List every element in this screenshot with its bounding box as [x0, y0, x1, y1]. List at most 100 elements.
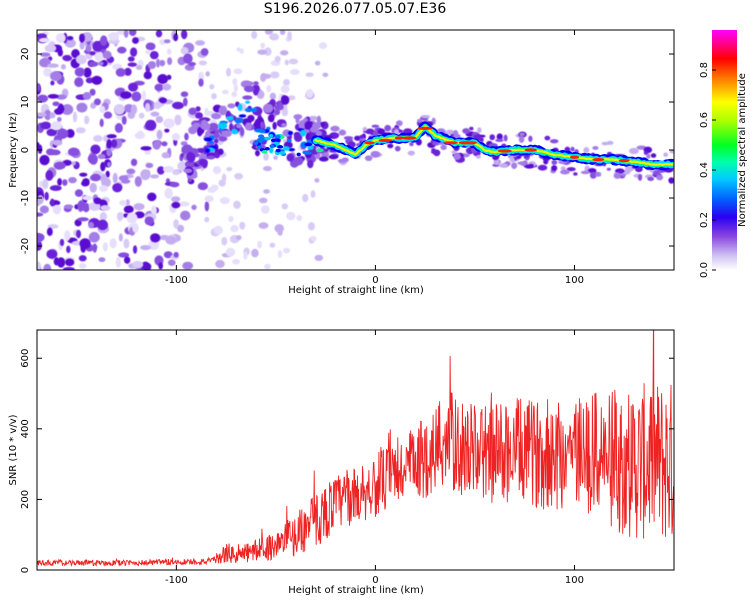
spectrogram-noise-blob: [314, 254, 324, 261]
spectrogram-noise-blob: [64, 230, 71, 242]
spectrogram-noise-blob: [221, 236, 228, 246]
spectrogram-halo-blob: [384, 124, 392, 132]
spectrogram-signal-blob: [221, 130, 232, 138]
ridge-cluster-blob: [270, 138, 276, 143]
spectrogram-noise-blob: [289, 69, 300, 75]
spectrogram-noise-blob: [262, 165, 272, 172]
spectrogram-noise-blob: [77, 217, 89, 222]
spectrogram-noise-blob: [173, 251, 179, 258]
spectrogram-noise-blob: [39, 205, 49, 214]
spectrogram-halo-blob: [601, 141, 609, 146]
spectrogram-noise-blob: [228, 215, 234, 223]
spectrogram-signal-blob: [185, 161, 196, 168]
spectrogram-noise-blob: [43, 263, 52, 270]
spectrogram-noise-blob: [302, 193, 309, 203]
spectrogram-noise-blob: [123, 30, 129, 38]
colorbar-ticks: 0.0 0.2 0.4 0.6 0.8: [699, 62, 716, 278]
spectrogram-noise-blob: [78, 263, 87, 269]
spectrogram-halo-blob: [606, 167, 611, 171]
ridge-cluster-blob: [264, 146, 270, 151]
spectrogram-noise-blob: [165, 235, 177, 245]
spectrogram-noise-blob: [66, 36, 74, 41]
spectrogram-noise-blob: [182, 97, 188, 107]
spectrogram-noise-blob: [283, 78, 290, 86]
spectrogram-noise-blob: [57, 116, 62, 122]
spectrogram-noise-blob: [77, 200, 86, 212]
spectrogram-signal-blob: [307, 159, 314, 169]
spectrogram-noise-blob: [108, 32, 120, 41]
spectrogram-bright-blob: [244, 107, 252, 113]
spectrogram-noise-blob: [172, 169, 180, 176]
spectrogram-noise-blob: [132, 245, 138, 254]
spectrogram-halo-blob: [503, 134, 508, 142]
spectrogram-noise-blob: [49, 112, 56, 119]
spectrogram-halo-blob: [453, 153, 461, 160]
spectrogram-noise-blob: [62, 267, 75, 270]
spectrogram-noise-blob: [62, 54, 73, 62]
spectrogram-halo-blob: [511, 162, 518, 169]
spectrogram-halo-blob: [517, 161, 526, 165]
spectrogram-bright-blob: [300, 129, 307, 137]
spectrogram-noise-blob: [108, 39, 120, 45]
spectrogram-noise-blob: [218, 179, 226, 187]
spectrogram-halo-blob: [409, 142, 414, 147]
ridge-cluster-blob: [269, 144, 275, 149]
spectrogram-noise-blob: [288, 58, 299, 65]
spectrogram-noise-blob: [188, 107, 197, 115]
spectrogram-noise-blob: [171, 133, 181, 141]
spectrogram-noise-blob: [75, 54, 87, 65]
ridge-cluster-blob: [304, 142, 313, 147]
spectrogram-noise-blob: [164, 128, 170, 133]
spectrogram-signal-blob: [198, 158, 208, 166]
spectrogram-noise-blob: [195, 40, 206, 46]
spectrogram-noise-blob: [128, 30, 137, 37]
spectrogram-noise-blob: [97, 153, 106, 160]
ridge-hot-spot: [524, 148, 537, 152]
spectrogram-noise-blob: [106, 148, 112, 157]
spectrogram-halo-blob: [580, 170, 591, 175]
spectrogram-noise-blob: [106, 134, 117, 139]
chart-title: S196.2026.077.05.07.E36: [263, 1, 447, 17]
spectrogram-halo-blob: [656, 174, 664, 181]
spectrogram-halo-blob: [560, 166, 566, 171]
ridge-cluster-blob: [253, 141, 259, 146]
spectrogram-halo-blob: [421, 114, 431, 119]
spectrogram-noise-blob: [127, 56, 135, 62]
spectrogram-signal-blob: [200, 122, 211, 131]
spectrogram-noise-blob: [91, 75, 103, 85]
spectrogram-halo-blob: [338, 129, 347, 136]
ridge-cluster-blob: [286, 138, 292, 143]
spectrogram-noise-blob: [120, 91, 132, 99]
spectrogram-halo-blob: [364, 155, 373, 162]
spectrogram-noise-blob: [78, 255, 87, 262]
spectrogram-noise-blob: [132, 222, 139, 233]
spectrogram-noise-blob: [79, 33, 85, 43]
spectrogram-noise-blob: [106, 139, 112, 150]
spectrogram-noise-blob: [310, 235, 317, 242]
spectrogram-noise-blob: [112, 182, 123, 193]
spectrogram-noise-blob: [88, 61, 99, 67]
spectrogram-halo-blob: [311, 122, 320, 130]
spectrogram-halo-blob: [395, 120, 403, 127]
spectrogram-noise-blob: [281, 108, 289, 117]
spectrogram-noise-blob: [147, 192, 157, 202]
spectrogram-signal-blob: [243, 85, 255, 93]
spectrogram-noise-blob: [169, 181, 180, 188]
spectrogram-noise-blob: [50, 198, 55, 207]
spectrogram-noise-blob: [76, 102, 88, 113]
spectrogram-halo-blob: [537, 164, 548, 171]
spectrogram-noise-blob: [82, 92, 92, 100]
spectrogram-noise-blob: [232, 258, 240, 265]
spectrogram-blobs: [37, 30, 674, 270]
snr-frame: [36, 329, 675, 571]
spectrogram-noise-blob: [182, 261, 194, 270]
spectrogram-signal-blob: [244, 81, 255, 86]
spectrogram-halo-blob: [510, 156, 515, 163]
spectrogram-halo-blob: [445, 129, 455, 136]
spectrogram-halo-blob: [618, 170, 623, 174]
spectrogram-noise-blob: [138, 112, 145, 119]
spectrogram-signal-blob: [272, 121, 277, 130]
spectrogram-noise-blob: [145, 102, 151, 113]
